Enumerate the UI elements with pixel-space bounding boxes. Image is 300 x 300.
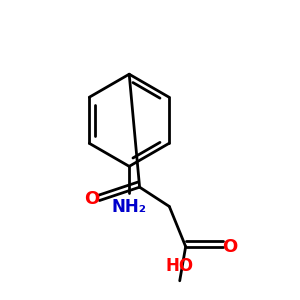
Text: NH₂: NH₂ <box>112 198 147 216</box>
Text: O: O <box>223 238 238 256</box>
Text: HO: HO <box>166 257 194 275</box>
Text: O: O <box>84 190 100 208</box>
